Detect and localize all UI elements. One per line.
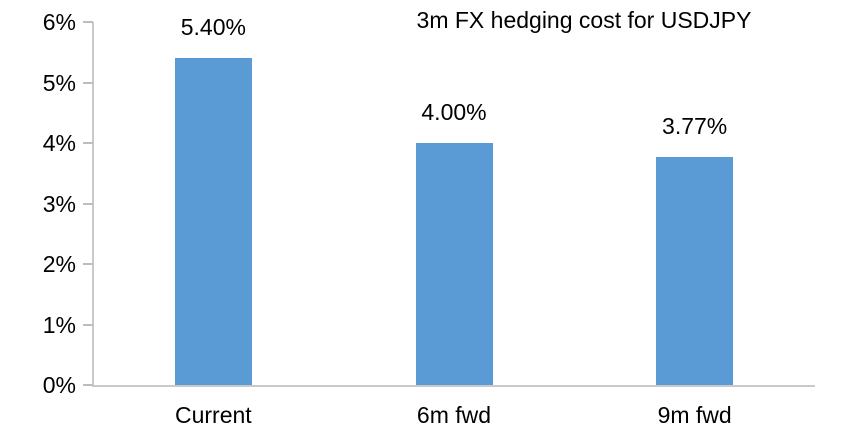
y-tick — [83, 21, 93, 23]
bar-value-label: 4.00% — [421, 99, 487, 125]
y-tick — [83, 142, 93, 144]
x-category-label: Current — [174, 402, 252, 428]
bar-value-label: 5.40% — [180, 14, 246, 41]
y-tick — [83, 263, 93, 265]
y-tick — [83, 384, 93, 386]
y-tick-label: 2% — [42, 251, 76, 277]
x-axis-line — [92, 385, 815, 387]
y-axis-line — [92, 22, 94, 387]
y-tick — [83, 202, 93, 205]
bar-6m-fwd — [415, 143, 493, 385]
y-tick-label: 6% — [42, 9, 76, 35]
bar-value-label: 3.77% — [662, 112, 728, 139]
bar-9m-fwd — [656, 156, 734, 385]
y-tick — [83, 81, 93, 84]
x-category-label: 6m fwd — [416, 402, 492, 428]
y-tick-label: 1% — [42, 311, 76, 338]
bar-current — [174, 58, 252, 385]
y-tick-label: 3% — [42, 190, 76, 217]
x-category-label: 9m fwd — [657, 402, 732, 428]
chart-title: 3m FX hedging cost for USDJPY — [416, 7, 752, 33]
y-tick-label: 0% — [42, 372, 76, 398]
y-tick-label: 4% — [42, 130, 76, 156]
y-tick-label: 5% — [42, 69, 76, 96]
y-tick — [83, 323, 93, 326]
